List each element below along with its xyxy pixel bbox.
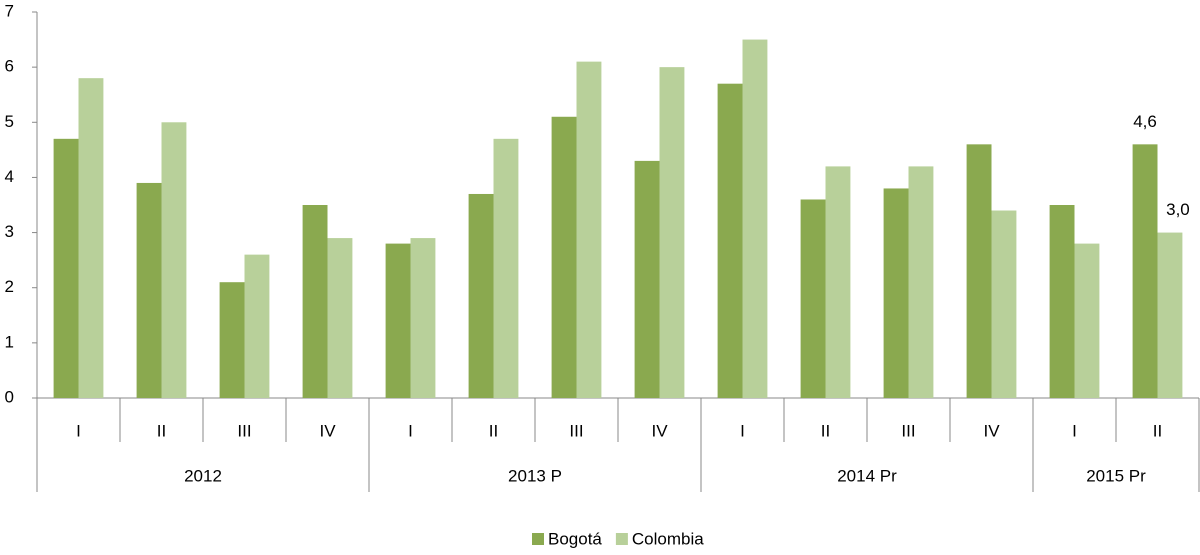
- bar: [1132, 144, 1158, 398]
- bar: [551, 116, 577, 399]
- y-tick-label: 3: [5, 222, 14, 241]
- y-tick-label: 0: [5, 387, 14, 406]
- bar: [800, 199, 826, 398]
- bar: [493, 138, 519, 399]
- x-tick-label: II: [1153, 421, 1162, 440]
- group-label: 2012: [184, 466, 222, 485]
- legend-swatch: [615, 533, 628, 545]
- x-tick-label: II: [157, 421, 166, 440]
- bar: [468, 193, 494, 398]
- y-tick-label: 6: [5, 57, 14, 76]
- bar: [966, 144, 992, 398]
- bar: [634, 160, 660, 398]
- bar: [161, 122, 187, 399]
- bar: [991, 210, 1017, 398]
- data-label: 3,0: [1166, 200, 1190, 219]
- bar: [742, 39, 768, 398]
- y-tick-label: 4: [5, 167, 14, 186]
- bar: [53, 138, 79, 399]
- x-tick-label: IV: [983, 421, 1000, 440]
- bar: [1049, 205, 1075, 398]
- y-tick-label: 2: [5, 277, 14, 296]
- group-label: 2015 Pr: [1086, 466, 1146, 485]
- x-tick-label: IV: [319, 421, 336, 440]
- x-tick-label: I: [1072, 421, 1077, 440]
- x-tick-label: I: [740, 421, 745, 440]
- y-tick-label: 5: [5, 112, 14, 131]
- bar: [244, 254, 270, 398]
- bar: [78, 78, 104, 399]
- bar: [219, 282, 245, 398]
- bar: [825, 166, 851, 398]
- legend-label: Bogotá: [548, 529, 602, 548]
- x-tick-label: III: [901, 421, 915, 440]
- x-tick-label: II: [489, 421, 498, 440]
- bar: [908, 166, 934, 398]
- group-label: 2014 Pr: [837, 466, 897, 485]
- bar: [136, 182, 162, 398]
- x-tick-label: IV: [651, 421, 668, 440]
- legend-swatch: [532, 533, 544, 545]
- bar: [302, 205, 328, 398]
- group-label: 2013 P: [508, 466, 562, 485]
- bar: [576, 61, 602, 398]
- y-tick-label: 7: [5, 1, 14, 20]
- bar: [385, 243, 411, 398]
- x-tick-label: II: [821, 421, 830, 440]
- bar: [1157, 232, 1183, 398]
- bar: [1074, 243, 1100, 398]
- x-tick-label: III: [569, 421, 583, 440]
- bar: [410, 238, 436, 398]
- x-tick-label: III: [237, 421, 251, 440]
- y-tick-label: 1: [5, 332, 14, 351]
- data-label: 4,6: [1133, 112, 1157, 131]
- bar: [327, 238, 353, 398]
- legend-label: Colombia: [632, 529, 704, 548]
- x-tick-label: I: [76, 421, 81, 440]
- bar: [717, 83, 743, 398]
- x-tick-label: I: [408, 421, 413, 440]
- bar: [659, 67, 685, 399]
- bar: [883, 188, 909, 398]
